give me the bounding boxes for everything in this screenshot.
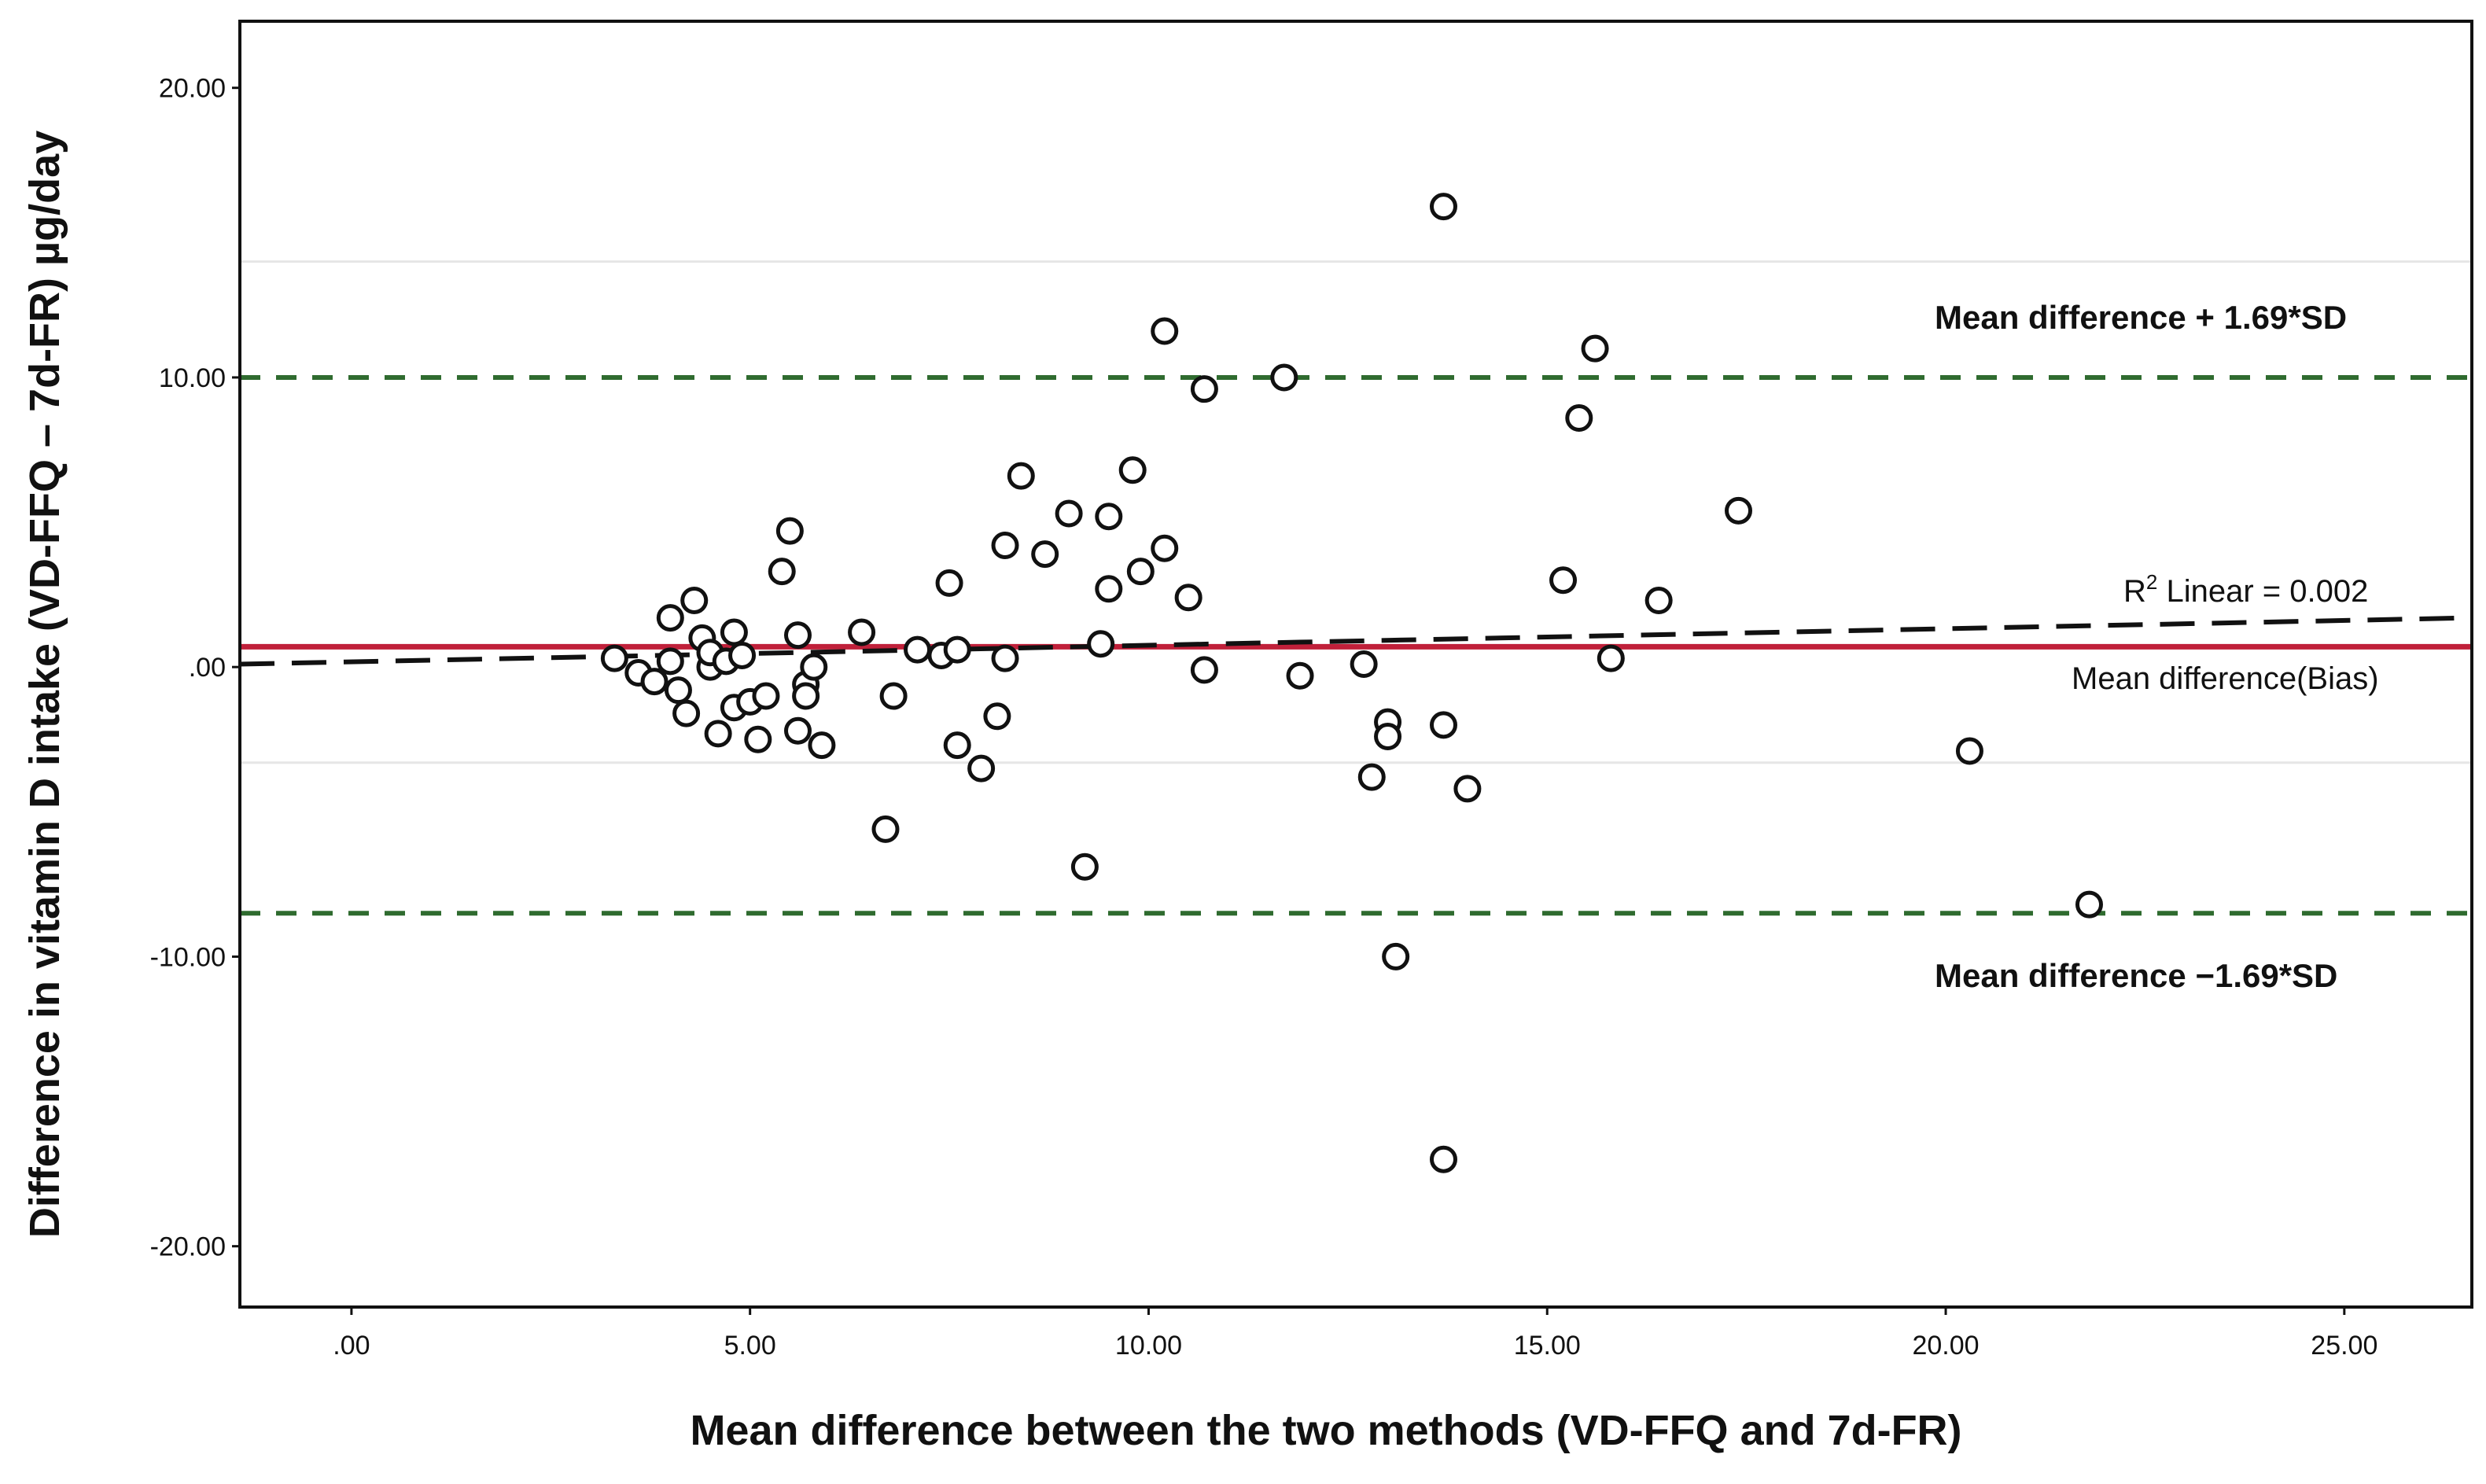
data-point <box>1565 403 1593 432</box>
r2-superscript: 2 <box>2146 570 2157 594</box>
r2-suffix: Linear = 0.002 <box>2157 574 2368 609</box>
gridlines <box>240 260 2472 764</box>
data-point <box>1190 656 1218 684</box>
bias-label: Mean difference(Bias) <box>2072 661 2379 696</box>
data-point <box>935 569 963 597</box>
data-point <box>991 532 1019 560</box>
data-point <box>1095 503 1123 531</box>
plot-frame <box>238 20 2473 1309</box>
x-tick-label: 10.00 <box>1115 1331 1182 1361</box>
axis-ticks <box>232 87 2346 1315</box>
data-points <box>600 193 2103 1173</box>
data-point <box>1118 456 1147 484</box>
data-point <box>1055 499 1083 528</box>
data-point <box>1357 763 1386 791</box>
x-tick-label: 25.00 <box>2311 1331 2377 1361</box>
data-point <box>1070 852 1099 881</box>
y-tick-label: -20.00 <box>150 1232 226 1262</box>
data-point <box>1151 317 1179 345</box>
x-tick-label: 5.00 <box>724 1331 776 1361</box>
data-point <box>943 731 971 760</box>
data-point <box>1581 334 1609 363</box>
data-point <box>752 682 780 710</box>
data-point <box>1644 586 1673 614</box>
data-point <box>600 644 628 672</box>
data-point <box>1087 630 1115 658</box>
data-point <box>800 653 828 681</box>
data-point <box>680 586 709 614</box>
data-point <box>1270 363 1298 392</box>
data-point <box>967 754 996 783</box>
data-point <box>744 725 772 753</box>
x-tick-label: 20.00 <box>1912 1331 1979 1361</box>
data-point <box>640 668 668 696</box>
data-point <box>775 517 804 545</box>
axis-tick-labels: .00 5.00 10.00 15.00 20.00 25.00 20.00 10.00 .00… <box>150 74 2378 1361</box>
y-tick-label: 20.00 <box>159 74 226 104</box>
data-point <box>792 682 820 710</box>
data-point <box>1350 650 1378 678</box>
y-tick-label: -10.00 <box>150 942 226 972</box>
data-point <box>991 644 1019 672</box>
r2-label: R2 Linear = 0.002 <box>2123 570 2368 609</box>
y-tick-label: .00 <box>189 653 226 683</box>
data-point <box>943 635 971 664</box>
x-tick-label: .00 <box>333 1331 370 1361</box>
data-point <box>704 720 732 748</box>
data-point <box>848 618 876 646</box>
data-point <box>656 604 684 632</box>
data-point <box>1429 193 1457 221</box>
data-point <box>784 621 812 650</box>
x-axis-title: Mean difference between the two methods … <box>690 1407 1961 1454</box>
data-point <box>1286 661 1314 690</box>
data-point <box>664 676 692 705</box>
x-tick-label: 15.00 <box>1514 1331 1581 1361</box>
y-axis-title: Difference in vitamin D intake (VD-FFQ –… <box>21 131 68 1238</box>
data-point <box>1549 566 1578 595</box>
data-point <box>1031 540 1059 569</box>
data-point <box>1126 558 1155 586</box>
y-tick-label: 10.00 <box>159 363 226 393</box>
data-point <box>1429 711 1457 739</box>
data-point <box>656 647 684 676</box>
data-point <box>904 635 932 664</box>
data-point <box>1429 1145 1457 1173</box>
data-point <box>1174 584 1202 612</box>
data-point <box>768 558 796 586</box>
upper-limit-label: Mean difference + 1.69*SD <box>1935 299 2347 336</box>
data-point <box>1955 737 1983 765</box>
data-point <box>1597 644 1625 672</box>
data-point <box>871 815 900 843</box>
data-point <box>1007 462 1035 490</box>
data-point <box>1725 496 1753 525</box>
data-point <box>2075 890 2103 919</box>
r2-prefix: R <box>2123 574 2146 609</box>
data-point <box>728 641 757 669</box>
lower-limit-label: Mean difference −1.69*SD <box>1935 957 2337 994</box>
data-point <box>1190 375 1218 403</box>
data-point <box>983 702 1011 731</box>
data-point <box>1095 575 1123 603</box>
data-point <box>1453 775 1482 803</box>
data-point <box>1374 723 1402 751</box>
data-point <box>808 731 836 760</box>
data-point <box>720 618 748 646</box>
data-point <box>784 716 812 745</box>
data-point <box>879 682 908 710</box>
data-point <box>1151 534 1179 562</box>
data-point <box>672 699 701 727</box>
data-point <box>1382 942 1410 970</box>
